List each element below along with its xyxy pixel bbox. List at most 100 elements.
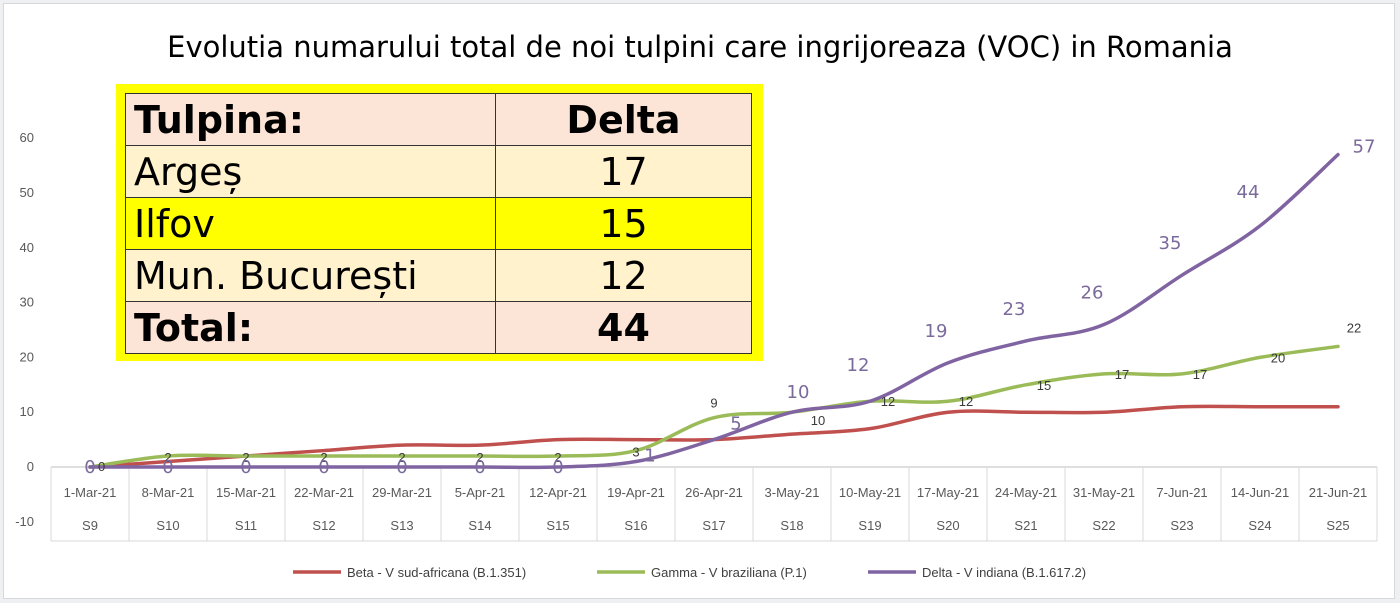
- x-week-label: S17: [702, 518, 725, 533]
- delta-data-label: 35: [1159, 233, 1182, 254]
- table-row: Ilfov 15: [125, 197, 752, 250]
- x-tick-label: 26-Apr-21: [685, 485, 743, 500]
- legend-label: Beta - V sud-africana (B.1.351): [347, 565, 526, 580]
- gamma-data-label: 22: [1347, 320, 1361, 335]
- x-tick-label: 14-Jun-21: [1231, 485, 1290, 500]
- x-week-label: S13: [390, 518, 413, 533]
- delta-data-label: 1: [644, 446, 655, 467]
- table-total-row: Total: 44: [125, 301, 752, 354]
- delta-data-label: 0: [84, 457, 95, 478]
- delta-data-label: 23: [1003, 299, 1026, 320]
- table-cell-count: 17: [495, 145, 752, 198]
- x-week-label: S19: [858, 518, 881, 533]
- x-week-label: S14: [468, 518, 491, 533]
- gamma-data-label: 2: [398, 450, 405, 465]
- x-tick-label: 3-May-21: [765, 485, 820, 500]
- delta-data-label: 57: [1353, 137, 1376, 158]
- delta-data-label: 0: [240, 457, 251, 478]
- gamma-data-label: 2: [164, 450, 171, 465]
- gamma-data-label: 12: [959, 394, 973, 409]
- x-week-label: S23: [1170, 518, 1193, 533]
- x-tick-label: 29-Mar-21: [372, 485, 432, 500]
- x-week-label: S25: [1326, 518, 1349, 533]
- gamma-data-label: 0: [98, 459, 105, 474]
- x-week-label: S20: [936, 518, 959, 533]
- x-tick-label: 24-May-21: [995, 485, 1057, 500]
- x-tick-label: 10-May-21: [839, 485, 901, 500]
- delta-data-label: 10: [787, 382, 810, 403]
- table-total-value: 44: [495, 301, 752, 354]
- table-total-label: Total:: [125, 301, 496, 354]
- delta-data-label: 5: [730, 414, 741, 435]
- tulpina-table-box: Tulpina: Delta Argeș 17 Ilfov 15 Mun. Bu…: [116, 84, 763, 361]
- x-tick-label: 1-Mar-21: [64, 485, 117, 500]
- x-tick-label: 22-Mar-21: [294, 485, 354, 500]
- x-week-label: S21: [1014, 518, 1037, 533]
- table-header-delta: Delta: [495, 93, 752, 146]
- y-tick-label: 30: [20, 295, 34, 310]
- x-week-label: S16: [624, 518, 647, 533]
- gamma-data-label: 2: [476, 450, 483, 465]
- gamma-data-label: 20: [1271, 350, 1285, 365]
- gamma-data-label: 2: [554, 450, 561, 465]
- x-week-label: S12: [312, 518, 335, 533]
- table-cell-county: Argeș: [125, 145, 496, 198]
- chart-title: Evolutia numarului total de noi tulpini …: [167, 30, 1233, 64]
- delta-data-label: 0: [162, 457, 173, 478]
- table-header-strain: Tulpina:: [125, 93, 496, 146]
- beta-series-line: [88, 404, 1340, 469]
- table-cell-count: 12: [495, 249, 752, 302]
- delta-data-label: 44: [1237, 182, 1260, 203]
- gamma-data-label: 17: [1193, 367, 1207, 382]
- gamma-data-label: 15: [1037, 378, 1051, 393]
- y-tick-label: 10: [20, 404, 34, 419]
- x-tick-label: 21-Jun-21: [1309, 485, 1368, 500]
- x-week-label: S9: [82, 518, 98, 533]
- y-tick-label: -10: [15, 514, 34, 529]
- table-cell-county: Mun. București: [125, 249, 496, 302]
- x-week-label: S15: [546, 518, 569, 533]
- y-tick-label: 50: [20, 185, 34, 200]
- x-week-label: S24: [1248, 518, 1271, 533]
- x-tick-label: 8-Mar-21: [142, 485, 195, 500]
- x-tick-label: 5-Apr-21: [455, 485, 506, 500]
- gamma-data-label: 2: [242, 450, 249, 465]
- gamma-series-line: [88, 344, 1340, 469]
- delta-series-line: [88, 152, 1340, 470]
- delta-data-label: 0: [474, 457, 485, 478]
- y-tick-label: 40: [20, 240, 34, 255]
- delta-data-label: 12: [847, 355, 870, 376]
- gamma-data-label: 2: [320, 450, 327, 465]
- x-tick-label: 17-May-21: [917, 485, 979, 500]
- y-tick-label: 20: [20, 349, 34, 364]
- gamma-data-label: 3: [632, 445, 639, 460]
- table-cell-county: Ilfov: [125, 197, 496, 250]
- x-week-label: S11: [235, 518, 257, 533]
- x-tick-label: 19-Apr-21: [607, 485, 665, 500]
- y-tick-label: 60: [20, 130, 34, 145]
- delta-data-label: 0: [318, 457, 329, 478]
- legend-label: Delta - V indiana (B.1.617.2): [922, 565, 1086, 580]
- delta-data-label: 0: [396, 457, 407, 478]
- tulpina-table: Tulpina: Delta Argeș 17 Ilfov 15 Mun. Bu…: [125, 93, 752, 354]
- gamma-data-label: 12: [881, 394, 895, 409]
- y-tick-label: 0: [27, 459, 34, 474]
- x-tick-label: 15-Mar-21: [216, 485, 276, 500]
- x-week-label: S18: [780, 518, 803, 533]
- delta-data-label: 0: [552, 457, 563, 478]
- table-header-row: Tulpina: Delta: [125, 93, 752, 146]
- x-tick-label: 12-Apr-21: [529, 485, 587, 500]
- delta-data-label: 26: [1081, 283, 1104, 304]
- table-row: Mun. București 12: [125, 249, 752, 302]
- gamma-data-label: 10: [811, 413, 825, 428]
- x-tick-label: 7-Jun-21: [1156, 485, 1207, 500]
- table-row: Argeș 17: [125, 145, 752, 198]
- x-week-label: S10: [156, 518, 179, 533]
- legend-label: Gamma - V braziliana (P.1): [651, 565, 807, 580]
- x-week-label: S22: [1092, 518, 1115, 533]
- gamma-data-label: 9: [710, 396, 717, 411]
- delta-data-label: 19: [925, 321, 948, 342]
- gamma-data-label: 17: [1115, 367, 1129, 382]
- x-tick-label: 31-May-21: [1073, 485, 1135, 500]
